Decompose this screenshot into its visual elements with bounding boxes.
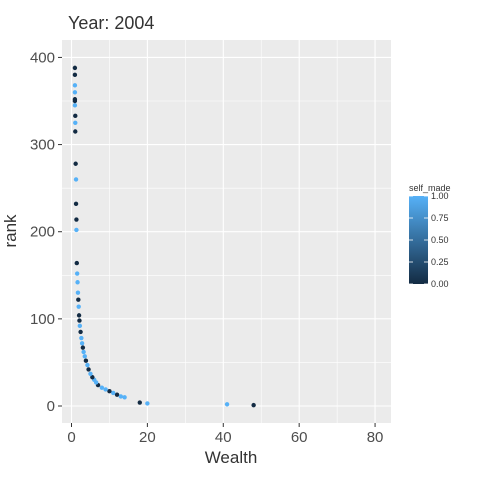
data-point — [73, 97, 77, 101]
x-tick-label: 60 — [291, 429, 308, 446]
data-point — [115, 392, 119, 396]
data-point — [76, 304, 80, 308]
x-tick-label: 0 — [67, 429, 75, 446]
data-point — [119, 394, 123, 398]
data-point — [75, 271, 79, 275]
y-tick-label: 400 — [30, 49, 55, 66]
data-point — [78, 324, 82, 328]
data-point — [86, 367, 90, 371]
data-point — [73, 114, 77, 118]
data-point — [73, 66, 77, 70]
x-tick-label: 80 — [367, 429, 384, 446]
data-point — [81, 350, 85, 354]
legend-tick-label: 0.00 — [431, 279, 449, 289]
data-point — [73, 129, 77, 133]
data-point — [73, 83, 77, 87]
data-point — [111, 391, 115, 395]
data-point — [75, 280, 79, 284]
data-point — [73, 90, 77, 94]
data-point — [77, 313, 81, 317]
data-point — [145, 401, 149, 405]
data-point — [107, 389, 111, 393]
data-point — [76, 291, 80, 295]
y-tick-label: 100 — [30, 311, 55, 328]
x-axis-title: Wealth — [205, 448, 258, 467]
y-tick-label: 200 — [30, 224, 55, 241]
data-point — [77, 318, 81, 322]
data-point — [76, 297, 80, 301]
y-axis-title: rank — [1, 214, 20, 248]
x-tick-label: 40 — [215, 429, 232, 446]
legend-tick-label: 0.50 — [431, 235, 449, 245]
data-point — [80, 341, 84, 345]
data-point — [122, 395, 126, 399]
data-point — [85, 363, 89, 367]
data-point — [73, 73, 77, 77]
data-point — [251, 403, 255, 407]
data-point — [84, 358, 88, 362]
x-axis: 0 20 40 60 80 — [67, 423, 383, 446]
data-point — [73, 162, 77, 166]
plot-title: Year: 2004 — [68, 13, 154, 33]
data-point — [74, 177, 78, 181]
data-point — [225, 402, 229, 406]
y-tick-label: 300 — [30, 137, 55, 154]
data-point — [74, 217, 78, 221]
data-point — [83, 354, 87, 358]
data-point — [81, 345, 85, 349]
data-point — [79, 336, 83, 340]
data-point — [88, 372, 92, 376]
legend-tick-label: 1.00 — [431, 191, 449, 201]
data-point — [78, 330, 82, 334]
data-point — [100, 386, 104, 390]
data-point — [75, 261, 79, 265]
color-legend: self_made 0.000.250.500.751.00 — [409, 183, 451, 289]
y-tick-label: 0 — [47, 398, 55, 415]
data-point — [73, 121, 77, 125]
data-point — [138, 400, 142, 404]
data-point — [103, 387, 107, 391]
data-point — [74, 228, 78, 232]
x-tick-label: 20 — [139, 429, 156, 446]
y-axis: 0 100 200 300 400 — [30, 49, 62, 415]
data-point — [73, 103, 77, 107]
legend-tick-label: 0.25 — [431, 257, 449, 267]
data-point — [74, 202, 78, 206]
legend-tick-label: 0.75 — [431, 213, 449, 223]
